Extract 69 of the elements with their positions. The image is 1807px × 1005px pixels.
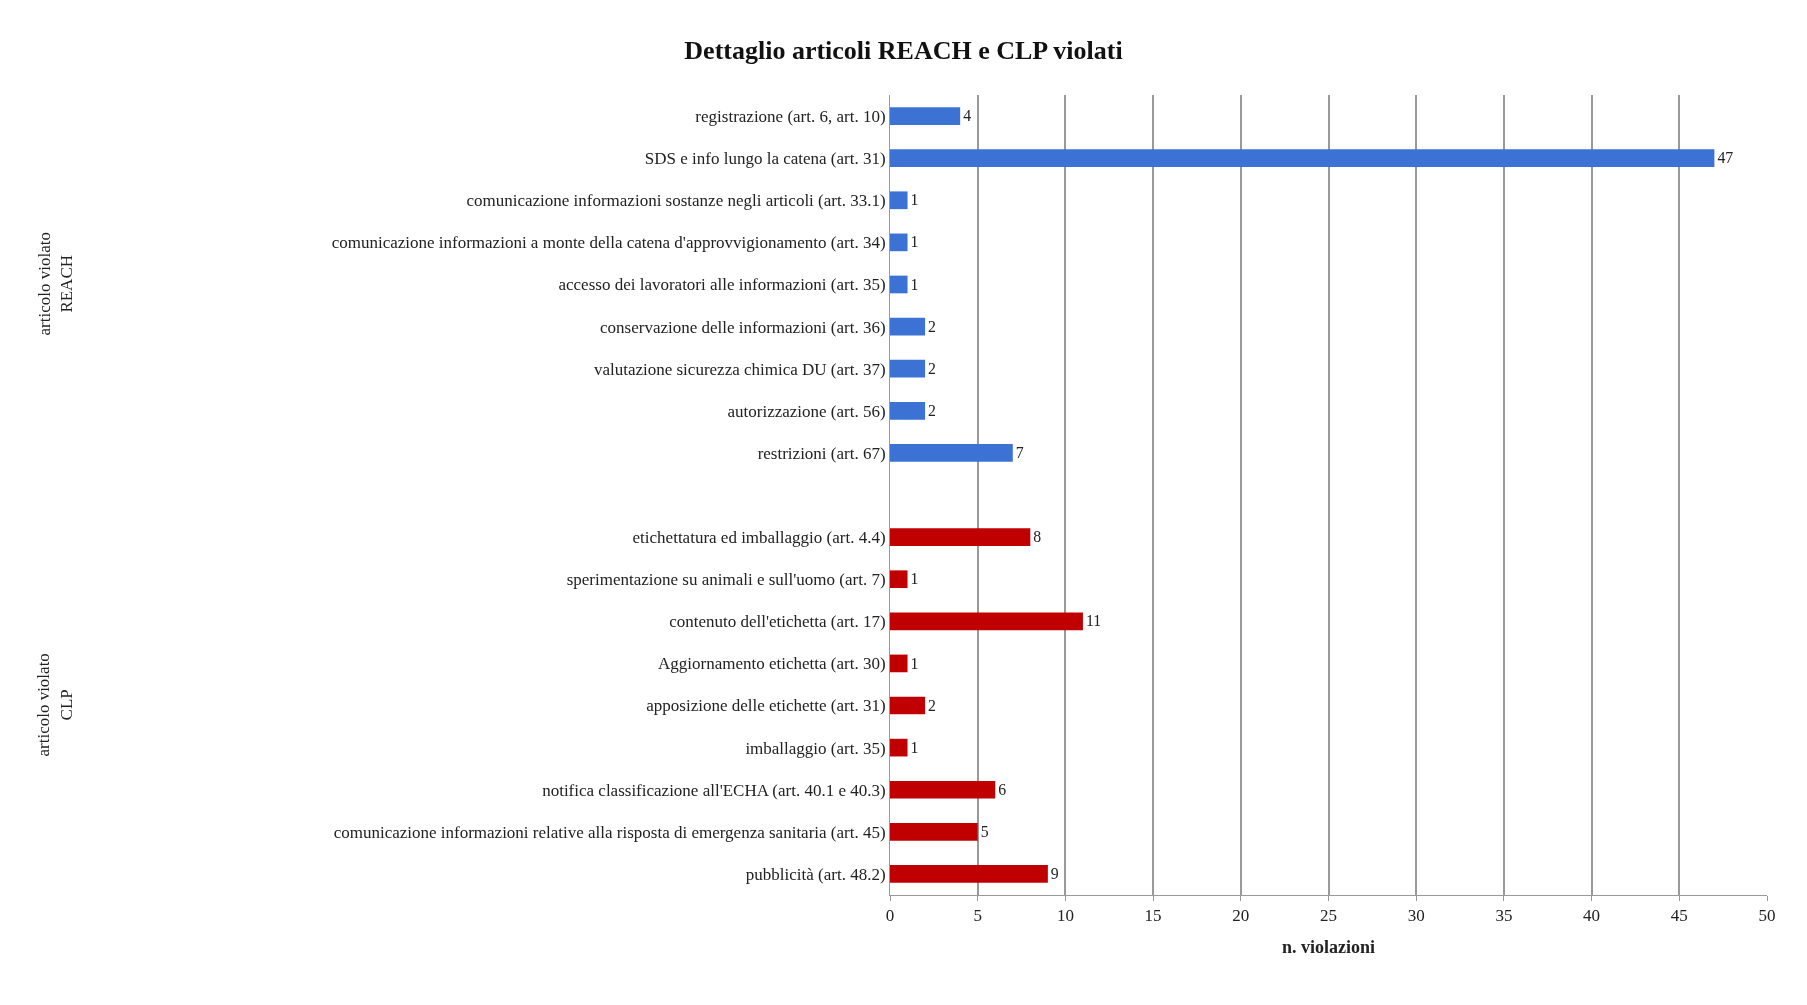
bar [890, 233, 908, 252]
bar [890, 738, 908, 757]
bar [890, 317, 926, 336]
y-tick-label: conservazione delle informazioni (art. 36) [600, 317, 886, 337]
data-label: 2 [928, 359, 937, 377]
data-label: 1 [910, 275, 919, 293]
y-tick-label: sperimentazione su animali e sull'uomo (art. 7) [566, 570, 886, 590]
bar [890, 696, 926, 715]
bar [890, 865, 1048, 883]
y-tick-label: restrizioni (art. 67) [757, 443, 886, 463]
bar [890, 191, 908, 210]
x-tick-label: 35 [1495, 906, 1513, 926]
data-label: 2 [928, 696, 937, 714]
x-tick-label: 50 [1758, 906, 1776, 926]
y-tick-label: etichettatura ed imballaggio (art. 4.4) [632, 528, 886, 548]
y-tick-label: comunicazione informazioni a monte della catena d'approvvigionamento (art. 34) [331, 233, 886, 253]
data-label: 47 [1717, 149, 1734, 167]
bar [890, 149, 1715, 167]
y-tick-label: notifica classificazione all'ECHA (art. 40.1 e 40.3) [542, 780, 886, 800]
x-tick-label: 30 [1407, 906, 1425, 926]
x-tick-label: 10 [1056, 906, 1074, 926]
x-tick-label: 25 [1320, 906, 1337, 926]
y-tick-label: registrazione (art. 6, art. 10) [695, 107, 886, 126]
bar [890, 401, 926, 420]
y-tick-label: autorizzazione (art. 56) [727, 401, 886, 421]
text: articolo violato CLP [34, 653, 76, 757]
bar [890, 780, 996, 799]
y-tick-label: pubblicità (art. 48.2) [745, 864, 886, 884]
y-tick-label: comunicazione informazioni sostanze negli articoli (art. 33.1) [466, 191, 886, 211]
data-label: 4 [963, 107, 972, 125]
y-tick-label: comunicazione informazioni relative alla risposta di emergenza sanitaria (art. 45) [333, 822, 886, 842]
data-label: 1 [910, 654, 919, 672]
bar [890, 570, 908, 589]
x-tick-label: 20 [1232, 906, 1250, 926]
y-tick-label: SDS e info lungo la catena (art. 31) [644, 149, 886, 169]
data-label: 1 [910, 570, 919, 588]
text: articolo violato REACH [34, 232, 76, 336]
data-label: 5 [980, 822, 989, 840]
bar [890, 444, 1013, 462]
x-tick-label: 45 [1670, 906, 1688, 926]
bar [890, 612, 1083, 631]
x-tick-label: 15 [1144, 906, 1162, 926]
y-tick-label: valutazione sicurezza chimica DU (art. 37) [593, 359, 886, 379]
data-label: 6 [998, 780, 1007, 798]
x-axis-title: n. violazioni [1281, 936, 1376, 957]
data-label: 7 [1015, 444, 1024, 462]
bar [890, 823, 978, 841]
data-label: 8 [1033, 528, 1042, 546]
y-tick-label: imballaggio (art. 35) [745, 738, 886, 758]
bar [890, 359, 926, 378]
data-label: 2 [928, 317, 937, 335]
data-label: 1 [910, 191, 919, 209]
x-tick-label: 0 [885, 906, 895, 926]
bar [890, 528, 1031, 546]
y-tick-label: accesso dei lavoratori alle informazioni (art. 35) [558, 275, 886, 295]
data-label: 11 [1085, 612, 1102, 630]
data-label: 1 [910, 738, 919, 756]
x-tick-label: 40 [1583, 906, 1601, 926]
data-label: 9 [1050, 865, 1059, 883]
x-tick-label: 5 [973, 906, 982, 926]
y-tick-label: Aggiornamento etichetta (art. 30) [658, 654, 886, 674]
y-tick-label: contenuto dell'etichetta (art. 17) [669, 612, 886, 632]
y-tick-label: apposizione delle etichette (art. 31) [646, 696, 886, 716]
bar [890, 654, 908, 673]
chart-title: Dettaglio articoli REACH e CLP violati [684, 35, 1123, 65]
data-label: 1 [910, 233, 919, 251]
data-label: 2 [928, 401, 937, 419]
bar [890, 275, 908, 294]
bar [890, 107, 961, 125]
